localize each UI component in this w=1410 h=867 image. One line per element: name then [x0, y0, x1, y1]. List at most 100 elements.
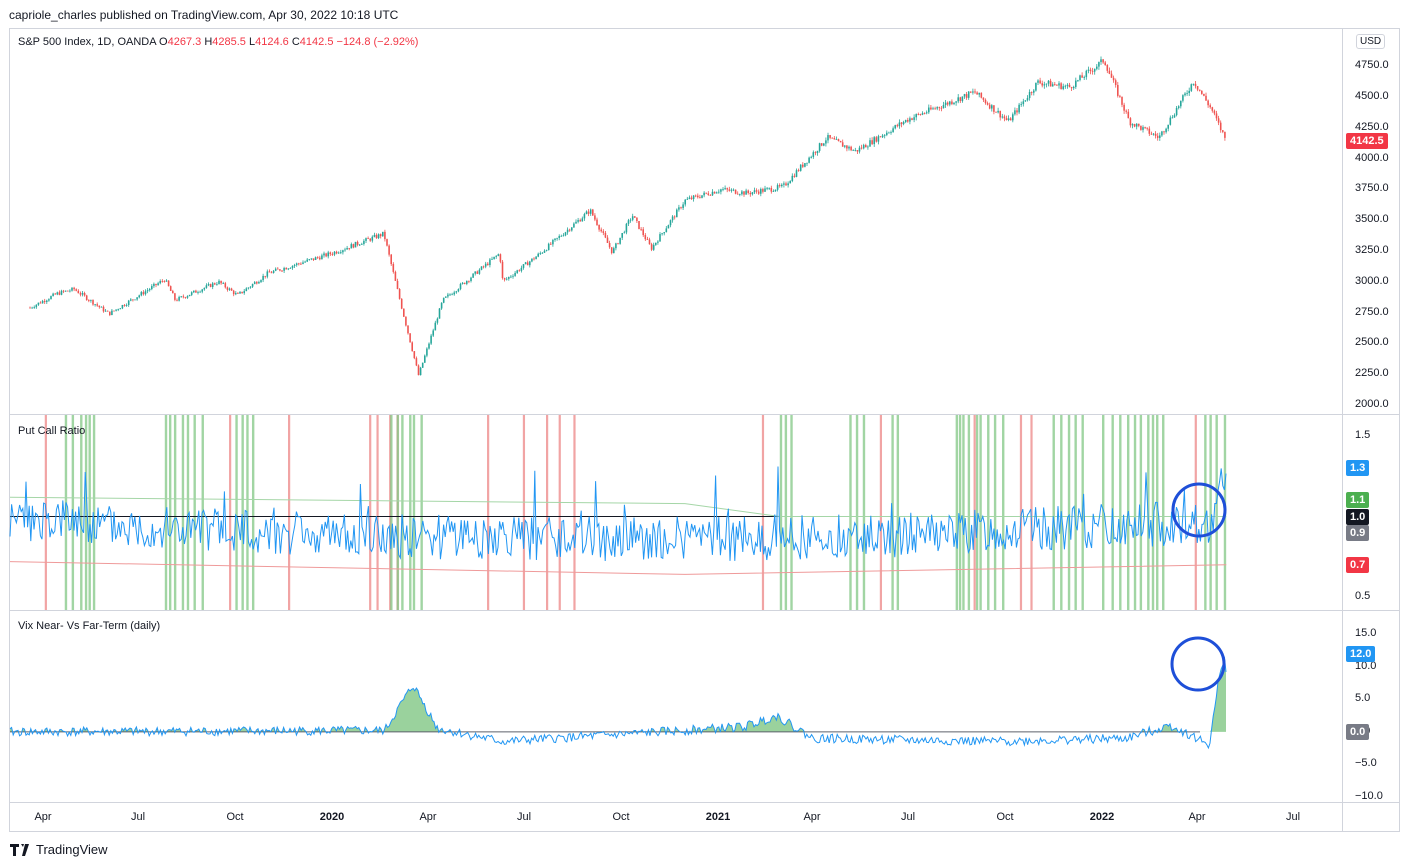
candle-body	[251, 284, 254, 287]
candle-body	[1064, 85, 1067, 87]
candle-body	[1070, 87, 1073, 89]
candle-body	[400, 298, 403, 309]
candle-body	[703, 192, 705, 196]
candle-body	[812, 152, 815, 157]
candle-body	[138, 295, 141, 298]
candle-body	[493, 256, 495, 259]
candle-body	[1091, 70, 1094, 72]
candle-body	[1180, 100, 1182, 107]
candle-body	[764, 188, 766, 192]
candle-body	[94, 304, 96, 306]
candle-body	[130, 299, 132, 301]
pcr-green-band	[993, 415, 997, 610]
candle-body	[959, 97, 962, 102]
candle-body	[1012, 114, 1014, 121]
candle-body	[1211, 107, 1214, 111]
pcr-green-band	[390, 415, 393, 610]
vix-title[interactable]: Vix Near- Vs Far-Term (daily)	[18, 620, 161, 632]
currency-button[interactable]: USD	[1356, 34, 1386, 49]
candle-body	[1112, 77, 1115, 81]
candle-body	[1060, 83, 1062, 90]
candle-body	[1152, 133, 1155, 135]
pcr-green-band	[975, 415, 979, 610]
candle-body	[1144, 127, 1146, 128]
pcr-green-band	[409, 415, 412, 610]
pcr-green-band	[967, 415, 971, 610]
candle-body	[1045, 83, 1048, 85]
candle-body	[203, 287, 206, 290]
candle-body	[304, 261, 306, 263]
candle-body	[512, 275, 514, 277]
candle-body	[535, 256, 537, 260]
price-legend[interactable]: S&P 500 Index, 1D, OANDA O4267.3 H4285.5…	[18, 36, 418, 48]
candle-body	[56, 292, 59, 295]
candle-body	[163, 281, 166, 282]
pcr-green-band	[962, 415, 965, 610]
pcr-green-band	[784, 415, 788, 610]
pane-separator[interactable]	[9, 610, 1400, 611]
candle-body	[871, 140, 873, 145]
footer-brand[interactable]: TradingView	[10, 842, 108, 857]
candle-body	[41, 300, 44, 304]
candle-body	[657, 241, 659, 243]
pcr-green-band	[1119, 415, 1122, 610]
candle-body	[377, 234, 380, 239]
candle-body	[90, 300, 92, 301]
candle-body	[123, 305, 126, 306]
candle-body	[526, 262, 529, 266]
candle-body	[629, 219, 632, 221]
candle-body	[1026, 98, 1029, 101]
candle-body	[436, 318, 439, 323]
candle-body	[844, 145, 846, 147]
pcr-red-band	[573, 415, 576, 610]
pcr-green-band	[173, 415, 177, 610]
candle-body	[619, 237, 621, 244]
pane-separator[interactable]	[9, 414, 1400, 415]
pcr-green-band	[849, 415, 852, 610]
candle-body	[644, 235, 647, 240]
candle-body	[289, 267, 292, 269]
candle-body	[711, 191, 714, 196]
pcr-green-band	[186, 415, 190, 610]
candle-body	[1163, 131, 1165, 133]
candle-body	[503, 277, 506, 280]
candle-body	[946, 102, 949, 105]
chart-frame[interactable]	[9, 28, 1400, 832]
candle-body	[1142, 127, 1144, 130]
candle-body	[277, 268, 279, 270]
candle-body	[1150, 133, 1153, 135]
candle-body	[974, 91, 976, 93]
candle-body	[940, 107, 943, 109]
pcr-green-band	[855, 415, 859, 610]
pcr-green-band	[1133, 415, 1137, 610]
candle-body	[146, 290, 149, 292]
candle-body	[169, 286, 172, 291]
candle-body	[459, 283, 462, 290]
candle-body	[266, 271, 269, 277]
candle-body	[373, 234, 376, 237]
time-axis-label: Jul	[516, 811, 532, 823]
candle-body	[1049, 80, 1052, 87]
candle-body	[470, 277, 472, 281]
candle-body	[898, 122, 901, 127]
candle-body	[342, 250, 344, 253]
candle-body	[810, 156, 813, 158]
candle-body	[327, 252, 330, 257]
candle-body	[369, 238, 372, 241]
candle-body	[787, 183, 789, 186]
symbol-label[interactable]: S&P 500 Index, 1D, OANDA	[18, 36, 156, 48]
pcr-red-band	[522, 415, 526, 610]
candle-body	[858, 147, 861, 152]
candle-body	[1127, 111, 1130, 119]
candle-body	[564, 232, 567, 236]
pcr-green-band	[862, 415, 866, 610]
candle-body	[516, 270, 519, 273]
pcr-title[interactable]: Put Call Ratio	[18, 425, 86, 437]
candle-body	[384, 231, 386, 240]
candle-body	[111, 310, 113, 316]
candle-body	[499, 254, 502, 262]
candle-body	[300, 263, 302, 265]
candle-body	[445, 296, 447, 298]
candle-body	[230, 288, 233, 291]
